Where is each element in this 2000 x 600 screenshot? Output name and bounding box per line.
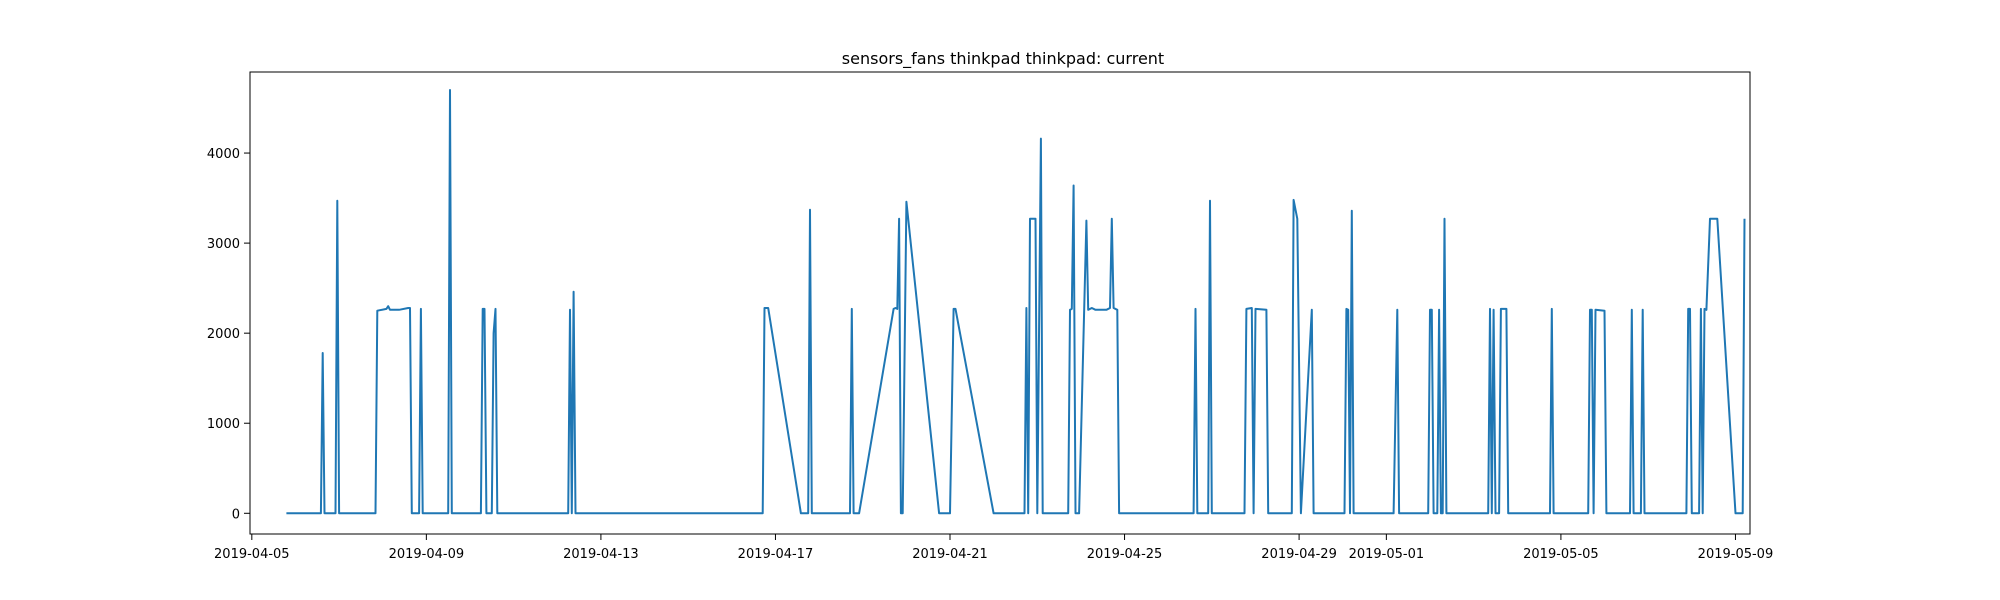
x-tick-label: 2019-05-05 [1523,547,1599,562]
plot-area [286,89,1746,515]
chart-title: sensors_fans thinkpad thinkpad: current [842,49,1164,69]
y-axis: 0 1000 2000 3000 4000 [207,147,250,522]
x-tick-label: 2019-04-05 [214,547,290,562]
y-tick-label: 3000 [207,237,240,252]
x-axis: 2019-04-05 2019-04-09 2019-04-13 2019-04-17… [214,534,1773,562]
x-tick-label: 2019-04-21 [912,547,988,562]
x-tick-label: 2019-05-09 [1698,547,1774,562]
series-line-0 [286,89,1746,515]
x-tick-label: 2019-04-17 [738,547,814,562]
y-tick-label: 4000 [207,147,240,162]
x-tick-label: 2019-04-09 [389,547,465,562]
x-tick-label: 2019-05-01 [1349,547,1425,562]
y-tick-label: 1000 [207,417,240,432]
y-tick-label: 0 [232,507,240,522]
x-tick-label: 2019-04-13 [563,547,639,562]
x-tick-label: 2019-04-25 [1087,547,1163,562]
y-tick-label: 2000 [207,327,240,342]
plot-frame [249,71,1751,535]
x-tick-label: 2019-04-29 [1261,547,1337,562]
